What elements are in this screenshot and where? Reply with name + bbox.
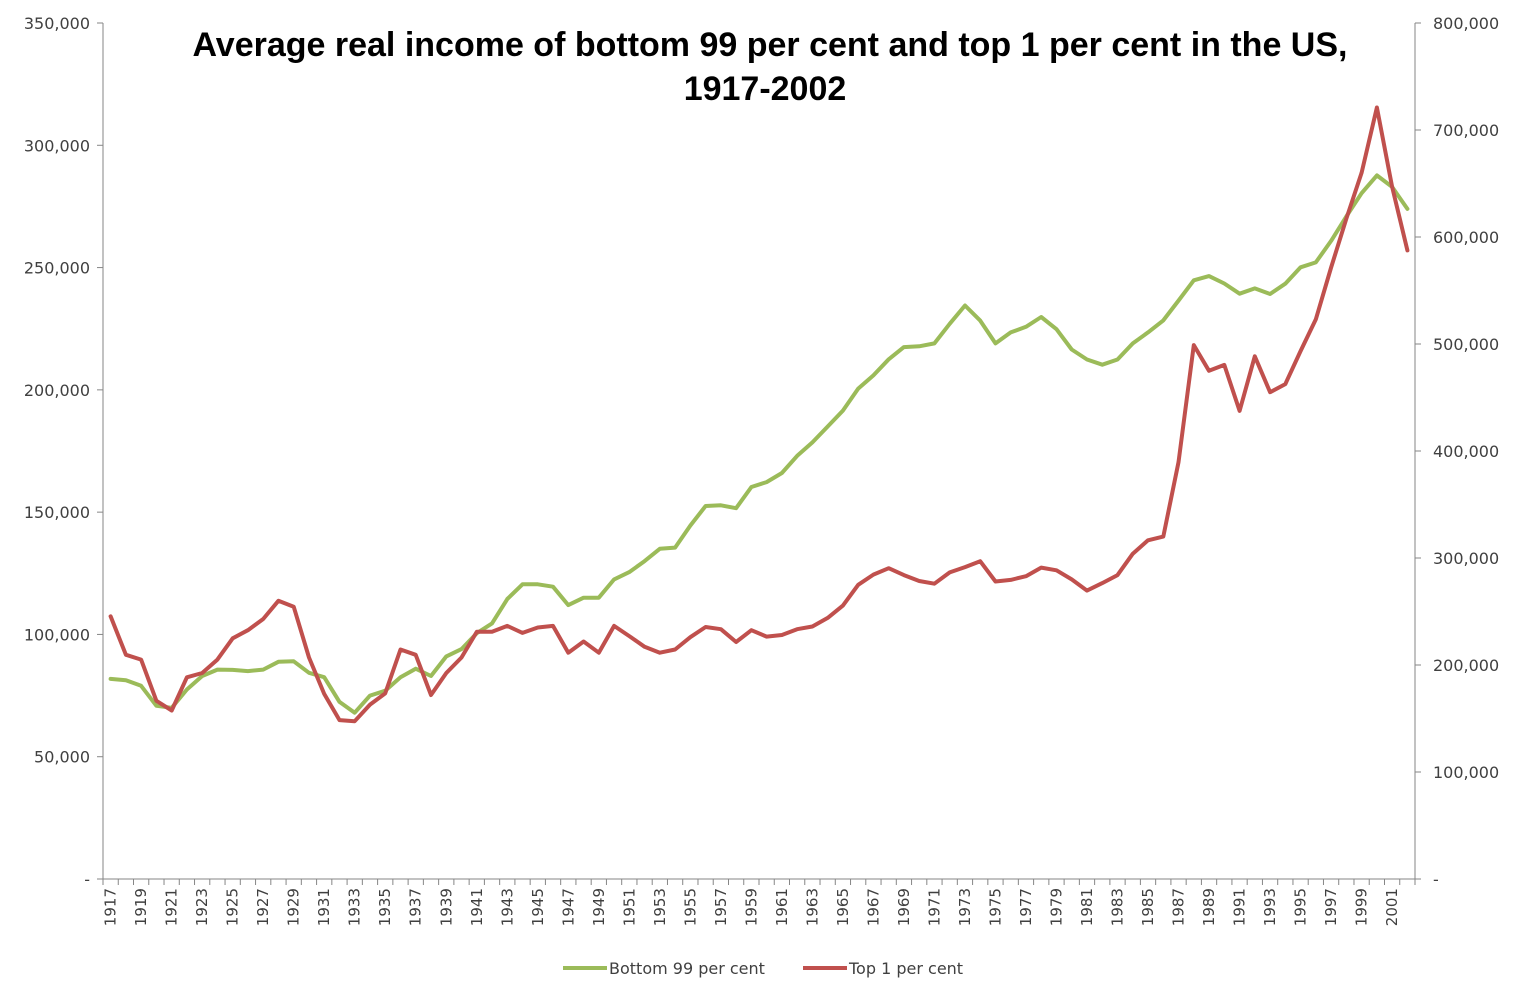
x-tick-label: 1939 [437, 888, 455, 926]
x-tick-label: 1945 [529, 888, 547, 926]
right-y-tick-label: 400,000 [1433, 442, 1499, 461]
x-tick-label: 1975 [986, 888, 1004, 926]
left-y-tick-label: 250,000 [24, 259, 90, 278]
x-tick-label: 1973 [956, 888, 974, 926]
x-tick-label: 1965 [834, 888, 852, 926]
right-y-tick-label: 700,000 [1433, 121, 1499, 140]
x-tick-label: 1959 [742, 888, 760, 926]
left-y-tick-label: 350,000 [24, 14, 90, 33]
bottom-99-series-line [108, 173, 1410, 715]
x-tick-label: 1929 [285, 888, 303, 926]
x-tick-label: 1957 [712, 888, 730, 926]
legend-label-bottom-99: Bottom 99 per cent [609, 959, 765, 978]
right-y-tick-label: 300,000 [1433, 549, 1499, 568]
x-tick-label: 1961 [773, 888, 791, 926]
x-tick-label: 1995 [1292, 888, 1310, 926]
x-tick-label: 1977 [1017, 888, 1035, 926]
right-y-tick-label: 800,000 [1433, 14, 1499, 33]
x-tick-label: 1969 [895, 888, 913, 926]
x-tick-label: 1971 [925, 888, 943, 926]
x-tick-label: 1931 [315, 888, 333, 926]
x-tick-label: 1983 [1109, 888, 1127, 926]
x-tick-label: 1941 [468, 888, 486, 926]
x-tick-label: 1963 [803, 888, 821, 926]
x-tick-label: 1917 [102, 888, 120, 926]
legend-label-top-1: Top 1 per cent [848, 959, 963, 978]
left-y-tick-label: 100,000 [24, 625, 90, 644]
x-tick-label: 2001 [1383, 888, 1401, 926]
x-tick-label: 1991 [1231, 888, 1249, 926]
right-y-tick-label: 500,000 [1433, 335, 1499, 354]
x-tick-label: 1933 [346, 888, 364, 926]
x-tick-label: 1989 [1200, 888, 1218, 926]
x-tick-label: 1951 [620, 888, 638, 926]
x-tick-label: 1999 [1353, 888, 1371, 926]
left-y-tick-label: 300,000 [24, 136, 90, 155]
left-y-tick-label: 150,000 [24, 503, 90, 522]
right-y-tick-label: 200,000 [1433, 656, 1499, 675]
left-y-tick-label: - [84, 870, 90, 889]
x-tick-label: 1935 [376, 888, 394, 926]
x-tick-label: 1997 [1322, 888, 1340, 926]
x-tick-label: 1981 [1078, 888, 1096, 926]
left-y-tick-label: 50,000 [34, 748, 90, 767]
chart-title-line-1: Average real income of bottom 99 per cen… [193, 26, 1348, 64]
x-tick-label: 1925 [224, 888, 242, 926]
right-y-tick-label: - [1433, 870, 1439, 889]
x-tick-label: 1953 [651, 888, 669, 926]
x-tick-label: 1967 [864, 888, 882, 926]
x-tick-label: 1943 [498, 888, 516, 926]
x-tick-label: 1947 [559, 888, 577, 926]
left-y-tick-label: 200,000 [24, 381, 90, 400]
x-tick-label: 1919 [132, 888, 150, 926]
legend: Bottom 99 per cent Top 1 per cent [563, 959, 963, 978]
right-y-tick-label: 100,000 [1433, 763, 1499, 782]
chart-title-line-2: 1917-2002 [684, 70, 847, 108]
x-tick-label: 1937 [407, 888, 425, 926]
right-y-tick-label: 600,000 [1433, 228, 1499, 247]
x-tick-label: 1979 [1047, 888, 1065, 926]
x-tick-label: 1921 [163, 888, 181, 926]
series-lines [108, 105, 1410, 724]
x-tick-label: 1985 [1139, 888, 1157, 926]
x-tick-label: 1993 [1261, 888, 1279, 926]
top-1-series-line [108, 105, 1410, 724]
x-tick-label: 1923 [193, 888, 211, 926]
x-tick-label: 1927 [254, 888, 272, 926]
x-tick-label: 1955 [681, 888, 699, 926]
x-tick-label: 1949 [590, 888, 608, 926]
x-tick-label: 1987 [1170, 888, 1188, 926]
axes: - 50,000 100,000 150,000 200,000 250,000 300,0… [24, 14, 1499, 926]
